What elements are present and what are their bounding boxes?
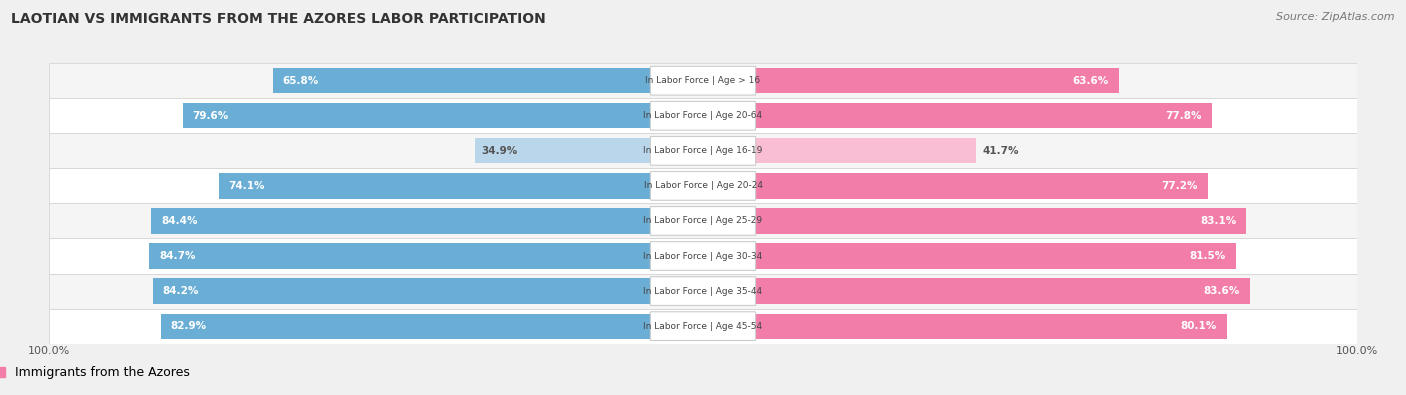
Bar <box>755 278 1250 304</box>
Bar <box>49 98 1357 134</box>
Bar <box>49 63 1357 98</box>
Text: 74.1%: 74.1% <box>228 181 264 191</box>
Bar <box>162 314 651 339</box>
FancyBboxPatch shape <box>651 136 755 165</box>
FancyBboxPatch shape <box>651 171 755 200</box>
Text: 83.6%: 83.6% <box>1204 286 1240 296</box>
Text: 41.7%: 41.7% <box>983 146 1019 156</box>
Bar <box>49 168 1357 203</box>
Bar <box>218 173 651 199</box>
FancyBboxPatch shape <box>651 207 755 235</box>
Text: 84.2%: 84.2% <box>162 286 198 296</box>
FancyBboxPatch shape <box>651 102 755 130</box>
Bar <box>49 308 1357 344</box>
Bar <box>755 314 1226 339</box>
Text: In Labor Force | Age 35-44: In Labor Force | Age 35-44 <box>644 286 762 295</box>
Bar <box>755 208 1246 233</box>
Bar <box>49 273 1357 308</box>
Text: 81.5%: 81.5% <box>1189 251 1226 261</box>
Text: In Labor Force | Age 20-64: In Labor Force | Age 20-64 <box>644 111 762 120</box>
Bar <box>475 138 651 164</box>
Text: 84.4%: 84.4% <box>162 216 197 226</box>
Text: 34.9%: 34.9% <box>481 146 517 156</box>
Bar <box>183 103 651 128</box>
Bar <box>49 134 1357 168</box>
Text: 77.8%: 77.8% <box>1166 111 1202 121</box>
Text: 83.1%: 83.1% <box>1201 216 1236 226</box>
Text: 82.9%: 82.9% <box>170 321 207 331</box>
Text: In Labor Force | Age > 16: In Labor Force | Age > 16 <box>645 76 761 85</box>
Legend: Laotian, Immigrants from the Azores: Laotian, Immigrants from the Azores <box>0 367 190 380</box>
Bar <box>49 203 1357 239</box>
Text: In Labor Force | Age 45-54: In Labor Force | Age 45-54 <box>644 322 762 331</box>
FancyBboxPatch shape <box>651 242 755 271</box>
Bar <box>755 103 1212 128</box>
FancyBboxPatch shape <box>651 66 755 95</box>
Text: In Labor Force | Age 25-29: In Labor Force | Age 25-29 <box>644 216 762 226</box>
Bar <box>755 68 1119 93</box>
Text: 65.8%: 65.8% <box>283 76 319 86</box>
Bar <box>152 208 651 233</box>
Text: 77.2%: 77.2% <box>1161 181 1198 191</box>
Text: LAOTIAN VS IMMIGRANTS FROM THE AZORES LABOR PARTICIPATION: LAOTIAN VS IMMIGRANTS FROM THE AZORES LA… <box>11 12 546 26</box>
Text: In Labor Force | Age 20-24: In Labor Force | Age 20-24 <box>644 181 762 190</box>
Bar <box>755 173 1208 199</box>
Bar <box>49 239 1357 273</box>
Text: 84.7%: 84.7% <box>159 251 195 261</box>
Bar <box>273 68 651 93</box>
Bar <box>755 243 1236 269</box>
FancyBboxPatch shape <box>651 276 755 305</box>
Text: In Labor Force | Age 30-34: In Labor Force | Age 30-34 <box>644 252 762 261</box>
Text: 63.6%: 63.6% <box>1073 76 1109 86</box>
Text: 80.1%: 80.1% <box>1181 321 1216 331</box>
Bar <box>152 278 651 304</box>
Bar <box>755 138 976 164</box>
Bar <box>149 243 651 269</box>
Text: 79.6%: 79.6% <box>193 111 229 121</box>
FancyBboxPatch shape <box>651 312 755 340</box>
Text: Source: ZipAtlas.com: Source: ZipAtlas.com <box>1277 12 1395 22</box>
Text: In Labor Force | Age 16-19: In Labor Force | Age 16-19 <box>644 146 762 155</box>
